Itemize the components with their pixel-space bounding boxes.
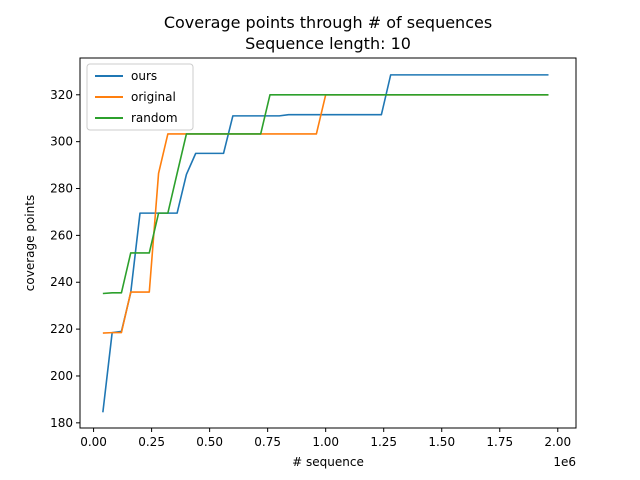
x-tick-label: 1.00 <box>312 435 339 449</box>
y-tick-label: 300 <box>50 135 73 149</box>
y-axis-ticks: 180 200 220 240 260 280 300 320 <box>50 88 80 430</box>
legend: ours original random <box>86 63 194 131</box>
x-tick-label: 1.50 <box>428 435 455 449</box>
x-tick-label: 0.25 <box>138 435 165 449</box>
chart-subtitle: Sequence length: 10 <box>245 34 411 53</box>
y-tick-label: 240 <box>50 275 73 289</box>
x-tick-label: 0.75 <box>254 435 281 449</box>
y-axis-label: coverage points <box>23 195 37 291</box>
y-tick-label: 180 <box>50 416 73 430</box>
plot-frame <box>79 57 577 429</box>
legend-label-original: original <box>131 90 176 104</box>
x-axis-label: # sequence <box>292 455 364 469</box>
legend-label-random: random <box>131 111 178 125</box>
legend-label-ours: ours <box>131 69 157 83</box>
x-tick-label: 0.00 <box>80 435 107 449</box>
x-tick-label: 2.00 <box>544 435 571 449</box>
y-tick-label: 320 <box>50 88 73 102</box>
x-axis-offset-label: 1e6 <box>553 455 576 469</box>
x-tick-label: 1.25 <box>370 435 397 449</box>
x-tick-label: 0.50 <box>196 435 223 449</box>
series-line-ours <box>102 74 549 413</box>
y-tick-label: 280 <box>50 182 73 196</box>
y-tick-label: 200 <box>50 369 73 383</box>
series-line-random <box>102 93 549 295</box>
series-layer <box>102 74 549 413</box>
x-tick-label: 1.75 <box>486 435 513 449</box>
y-tick-label: 260 <box>50 228 73 242</box>
x-axis-ticks: 0.00 0.25 0.50 0.75 1.00 1.25 1.50 1.75 2.00 <box>80 428 571 449</box>
legend-box <box>86 63 194 131</box>
y-tick-label: 220 <box>50 322 73 336</box>
chart-title: Coverage points through # of sequences <box>164 13 492 32</box>
